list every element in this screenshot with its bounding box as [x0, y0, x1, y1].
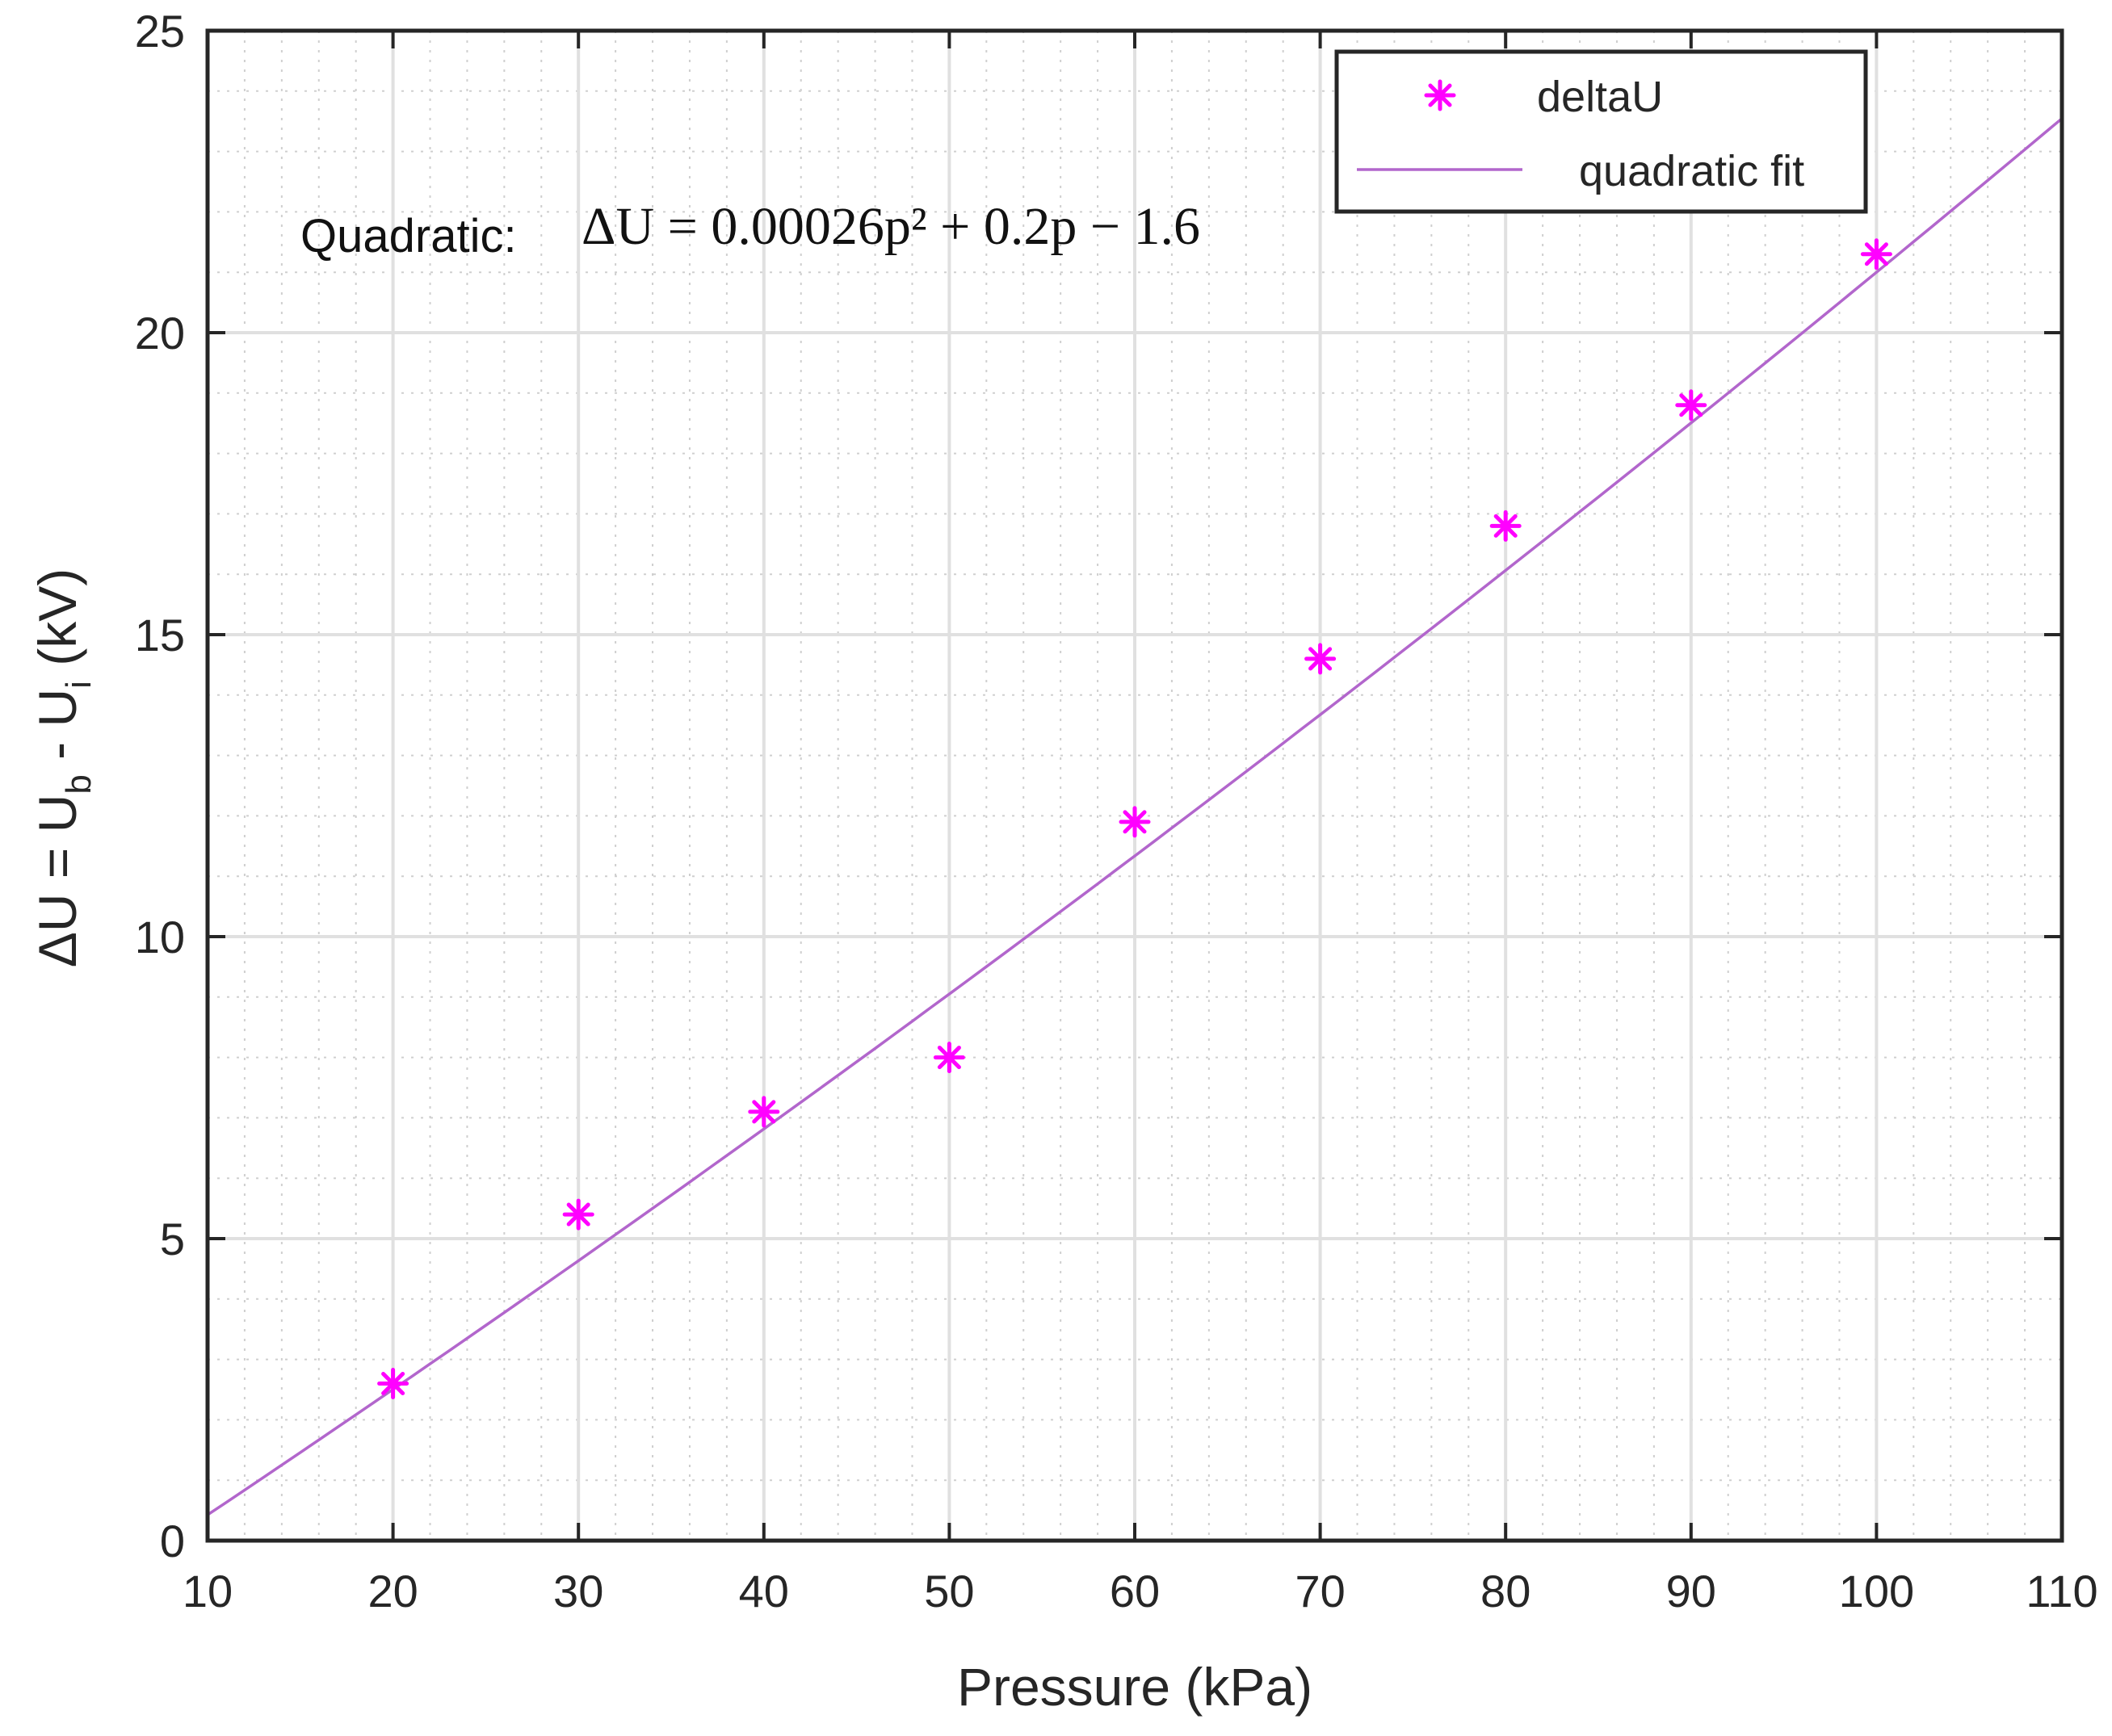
- data-point: [1119, 806, 1151, 838]
- y-tick-label: 15: [135, 610, 185, 660]
- y-axis-label-subscript-b: b: [59, 774, 99, 794]
- marker-stroke: [752, 1100, 776, 1124]
- data-point: [748, 1096, 780, 1128]
- data-point: [1675, 389, 1707, 421]
- tick-marks: [206, 29, 2064, 1542]
- y-tick-label: 0: [160, 1516, 185, 1566]
- x-tick-label: 10: [183, 1566, 233, 1616]
- x-tick-label: 100: [1839, 1566, 1914, 1616]
- x-tick-label: 70: [1295, 1566, 1345, 1616]
- data-point: [933, 1042, 965, 1074]
- legend-box: [1334, 49, 1868, 214]
- x-tick-label: 80: [1480, 1566, 1530, 1616]
- data-point: [1860, 238, 1892, 270]
- marker-stroke: [1493, 514, 1518, 538]
- x-tick-label: 40: [739, 1566, 789, 1616]
- fit-equation-annotation: Quadratic: ΔU = 0.00026p² + 0.2p − 1.6: [300, 197, 1200, 262]
- quadratic-fit-line: [207, 117, 2064, 1516]
- x-tick-labels: 10 20 30 40 50 60 70 80 90 100 110: [183, 1566, 2098, 1616]
- major-grid: [208, 31, 2062, 1541]
- legend-marker-deltaU: [1424, 79, 1456, 111]
- x-axis-label: Pressure (kPa): [957, 1657, 1312, 1717]
- y-tick-label: 25: [135, 6, 185, 57]
- y-axis-label: ΔU = Ub - Ui (kV): [27, 568, 99, 968]
- y-tick-label: 5: [160, 1214, 185, 1264]
- annotation-equation: ΔU = 0.00026p² + 0.2p − 1.6: [582, 197, 1200, 256]
- data-point: [562, 1198, 594, 1231]
- legend-marker-star: [1424, 79, 1456, 111]
- marker-layer: [377, 238, 1892, 1400]
- x-tick-label: 20: [367, 1566, 418, 1616]
- y-tick-label: 10: [135, 912, 185, 962]
- x-tick-label: 30: [553, 1566, 603, 1616]
- marker-stroke: [1428, 83, 1452, 107]
- marker-stroke: [566, 1202, 590, 1227]
- y-axis-label-subscript-i: i: [59, 681, 99, 689]
- y-tick-label: 20: [135, 308, 185, 359]
- legend: deltaU quadratic fit: [1334, 49, 1868, 214]
- x-tick-label: 90: [1666, 1566, 1716, 1616]
- x-tick-label: 110: [2026, 1566, 2097, 1616]
- y-axis-label-part: ΔU = U: [27, 795, 87, 968]
- x-tick-label: 50: [924, 1566, 974, 1616]
- legend-label-deltaU: deltaU: [1537, 73, 1663, 121]
- y-tick-labels: 0 5 10 15 20 25: [135, 6, 185, 1566]
- x-tick-label: 60: [1110, 1566, 1160, 1616]
- data-point: [1489, 509, 1522, 542]
- marker-stroke: [1123, 810, 1147, 834]
- marker-stroke: [1308, 647, 1333, 671]
- y-axis-label-part: (kV): [27, 568, 87, 681]
- data-point: [377, 1368, 409, 1400]
- annotation-prefix: Quadratic:: [300, 210, 517, 262]
- marker-stroke: [1679, 393, 1703, 417]
- data-point: [1304, 643, 1337, 675]
- marker-stroke: [937, 1046, 961, 1070]
- legend-label-quadratic-fit: quadratic fit: [1579, 147, 1804, 195]
- fit-layer: [207, 117, 2064, 1516]
- marker-stroke: [1864, 242, 1888, 266]
- marker-stroke: [381, 1371, 405, 1396]
- y-axis-label-part: - U: [27, 689, 87, 774]
